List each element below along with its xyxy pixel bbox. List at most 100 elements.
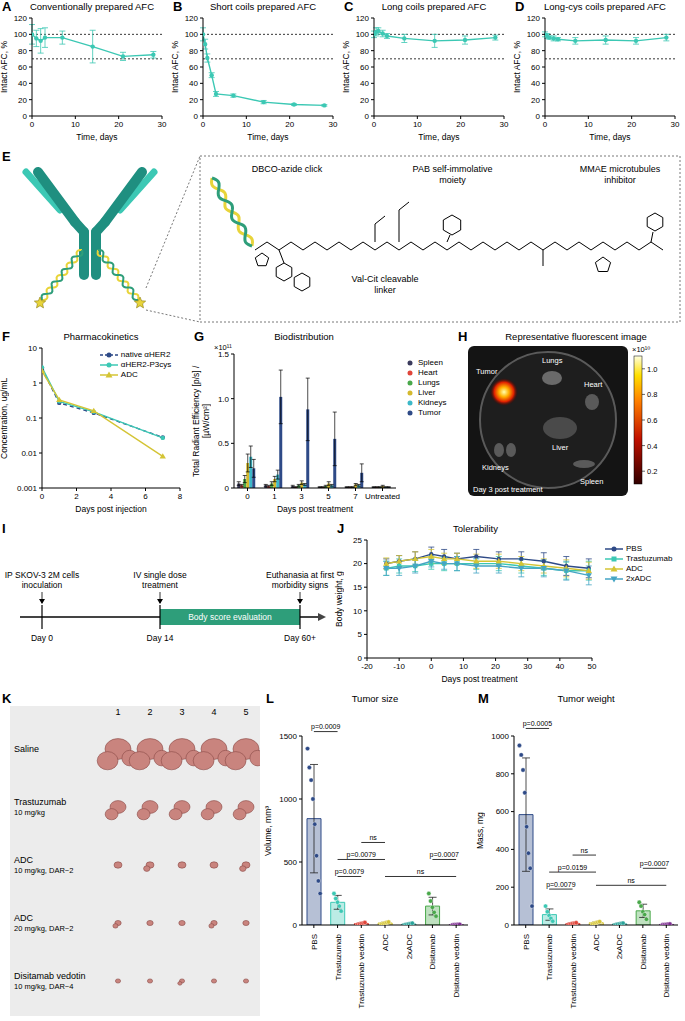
svg-text:Disitamab: Disitamab [639,933,648,969]
svg-text:Disitamab: Disitamab [428,933,437,969]
svg-text:p=0.0159: p=0.0159 [558,864,587,872]
svg-text:10: 10 [71,120,80,129]
svg-text:40: 40 [531,79,540,88]
svg-text:20: 20 [285,120,294,129]
svg-text:0: 0 [543,120,548,129]
svg-text:1.0: 1.0 [647,365,657,374]
svg-text:p=0.0079: p=0.0079 [335,868,364,876]
svg-text:ns: ns [581,847,589,854]
svg-text:10: 10 [413,120,422,129]
svg-text:Trastuzumab: Trastuzumab [334,933,343,980]
svg-text:100: 100 [356,30,370,39]
svg-text:0.1: 0.1 [26,414,38,423]
svg-text:0: 0 [429,662,434,671]
svg-text:0: 0 [201,120,206,129]
svg-text:500: 500 [284,858,298,867]
svg-text:10: 10 [242,120,251,129]
svg-text:80: 80 [18,47,27,56]
svg-text:0: 0 [365,112,370,121]
svg-text:0: 0 [23,112,28,121]
svg-text:Disitamab vedotin: Disitamab vedotin [452,934,461,998]
svg-text:p=0.0079: p=0.0079 [546,881,575,889]
svg-text:60: 60 [189,63,198,72]
svg-text:80: 80 [531,47,540,56]
svg-text:Trastuzumab vedotin: Trastuzumab vedotin [357,934,366,1008]
svg-text:120: 120 [356,14,370,23]
svg-text:0: 0 [245,492,250,501]
svg-text:60: 60 [360,63,369,72]
svg-text:20: 20 [114,120,123,129]
svg-text:p=0.0005: p=0.0005 [523,720,552,728]
svg-text:0: 0 [225,484,230,493]
svg-text:PBS: PBS [522,934,531,950]
svg-text:1500: 1500 [279,732,297,741]
svg-text:200: 200 [496,883,510,892]
svg-text:2xADC: 2xADC [615,934,624,960]
svg-text:0: 0 [40,492,45,501]
svg-text:120: 120 [527,14,541,23]
svg-text:6: 6 [143,492,148,501]
svg-text:4: 4 [109,492,114,501]
svg-text:ns: ns [369,834,377,841]
svg-text:1.5: 1.5 [218,350,230,359]
svg-text:0.01: 0.01 [21,449,37,458]
svg-text:0: 0 [194,112,199,121]
svg-text:60: 60 [18,63,27,72]
svg-text:1000: 1000 [491,732,509,741]
svg-text:×10¹⁰: ×10¹⁰ [632,345,650,354]
svg-text:40: 40 [555,662,564,671]
svg-text:1.0: 1.0 [218,395,230,404]
svg-text:15: 15 [353,583,362,592]
svg-text:120: 120 [14,14,28,23]
svg-text:20: 20 [491,662,500,671]
svg-text:2: 2 [74,492,79,501]
svg-text:20: 20 [627,120,636,129]
svg-text:25: 25 [353,536,362,545]
svg-text:0.001: 0.001 [17,484,38,493]
svg-text:1: 1 [33,379,38,388]
svg-text:0: 0 [358,654,363,663]
svg-text:p=0.0007: p=0.0007 [640,860,669,868]
svg-text:0.6: 0.6 [647,416,657,425]
svg-text:0: 0 [505,921,510,930]
svg-text:0: 0 [536,112,541,121]
svg-text:Tumor: Tumor [476,367,498,376]
svg-text:100: 100 [527,30,541,39]
svg-text:20: 20 [531,96,540,105]
svg-text:40: 40 [18,79,27,88]
svg-text:Liver: Liver [552,443,569,452]
svg-text:Lungs: Lungs [542,356,563,365]
svg-text:-10: -10 [393,662,405,671]
svg-text:20: 20 [360,96,369,105]
svg-text:20: 20 [456,120,465,129]
svg-text:100: 100 [14,30,28,39]
svg-text:Heart: Heart [584,380,603,389]
svg-text:0.5: 0.5 [218,439,230,448]
svg-text:ADC: ADC [381,934,390,951]
svg-text:2xADC: 2xADC [405,934,414,960]
svg-text:20: 20 [18,96,27,105]
svg-text:0.2: 0.2 [647,467,657,476]
svg-text:50: 50 [588,662,597,671]
svg-text:Untreated: Untreated [365,492,400,501]
svg-text:p=0.0009: p=0.0009 [311,723,340,731]
svg-text:30: 30 [500,120,509,129]
svg-text:Kidneys: Kidneys [482,463,509,472]
svg-text:5: 5 [358,630,363,639]
svg-text:0: 0 [372,120,377,129]
svg-text:40: 40 [360,79,369,88]
svg-text:3: 3 [299,492,304,501]
svg-text:0.4: 0.4 [647,442,657,451]
svg-text:Spleen: Spleen [580,477,603,486]
svg-text:1000: 1000 [279,795,297,804]
svg-text:80: 80 [360,47,369,56]
svg-text:600: 600 [496,807,510,816]
svg-text:30: 30 [671,120,680,129]
svg-text:10: 10 [584,120,593,129]
svg-text:-20: -20 [361,662,373,671]
svg-text:10: 10 [353,607,362,616]
svg-text:7: 7 [353,492,358,501]
svg-text:0: 0 [30,120,35,129]
svg-text:30: 30 [329,120,338,129]
svg-text:Day 3 post treatment: Day 3 post treatment [473,485,544,494]
